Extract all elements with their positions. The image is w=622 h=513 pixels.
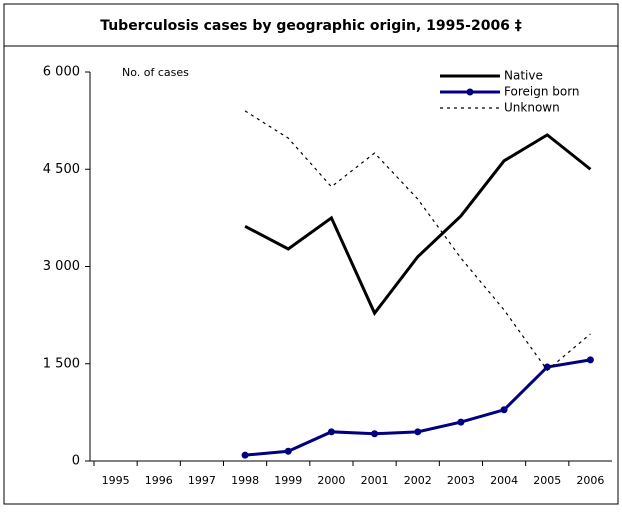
y-tick-label: 1 500: [43, 356, 80, 371]
x-tick-label: 2004: [490, 474, 518, 487]
x-tick-label: 2001: [361, 474, 389, 487]
x-tick-label: 1996: [145, 474, 173, 487]
series-marker: [327, 428, 335, 436]
legend-label: Foreign born: [504, 85, 580, 99]
y-tick-label: 3 000: [43, 259, 80, 274]
series-marker: [500, 406, 508, 414]
series-line: [244, 110, 591, 372]
x-tick-label: 2003: [447, 474, 475, 487]
y-tick-label: 6 000: [43, 65, 80, 80]
x-tick-label: 2002: [404, 474, 432, 487]
y-tick-label: 4 500: [43, 162, 80, 177]
x-tick-label: 2005: [533, 474, 561, 487]
y-axis-label: No. of cases: [122, 66, 189, 79]
y-tick-label: 0: [72, 454, 80, 469]
legend-label: Native: [504, 69, 543, 83]
series-marker: [457, 418, 465, 426]
chart-title: Tuberculosis cases by geographic origin,…: [100, 18, 522, 34]
series-marker: [371, 430, 379, 438]
x-tick-label: 2000: [317, 474, 345, 487]
x-tick-label: 1998: [231, 474, 259, 487]
x-tick-label: 1997: [188, 474, 216, 487]
x-tick-label: 2006: [576, 474, 604, 487]
x-tick-label: 1999: [274, 474, 302, 487]
series-marker: [284, 447, 292, 455]
legend-marker: [466, 88, 474, 96]
series-marker: [241, 451, 249, 459]
title-box: [3, 3, 619, 47]
x-tick-label: 1995: [102, 474, 130, 487]
series-line: [244, 133, 592, 317]
legend-label: Unknown: [504, 101, 560, 115]
series-marker: [586, 356, 594, 364]
chart-frame: [3, 3, 619, 505]
series-marker: [414, 428, 422, 436]
